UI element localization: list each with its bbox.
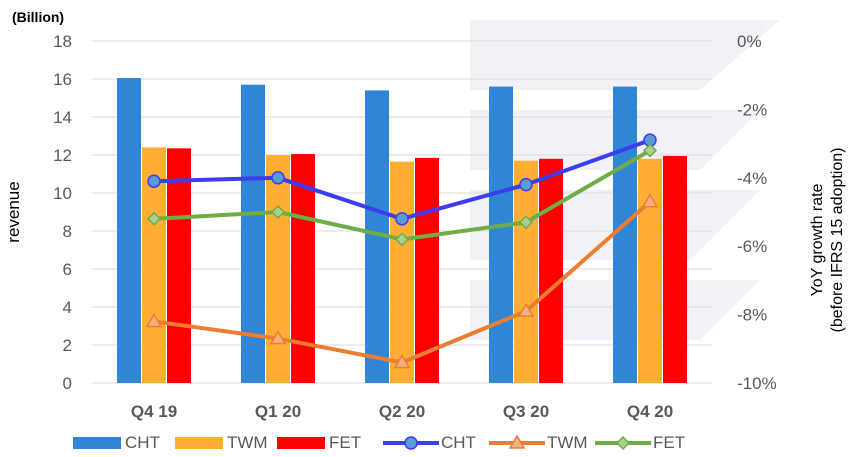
markers [145,133,659,369]
x-tick-label: Q4 19 [131,402,177,421]
y-tick-right: -2% [737,100,767,119]
y-axis-title-right-line1: YoY growth rate [809,183,826,296]
marker-fet [270,204,286,220]
left-axis-ticks: 0 2 4 6 8 10 12 14 16 18 [53,32,72,393]
bar-cht [489,86,513,383]
y-tick-right: 0% [737,32,762,51]
x-axis-ticks: Q4 19 Q1 20 Q2 20 Q3 20 Q4 20 [131,402,673,421]
x-tick-label: Q4 20 [627,402,673,421]
right-axis-ticks: -10% -8% -6% -4% -2% 0% [737,32,777,393]
unit-label: (Billion) [12,9,64,25]
y-tick-left: 16 [53,70,72,89]
legend-label: CHT [125,433,160,452]
legend-swatch-bar-cht [73,437,121,449]
y-tick-left: 12 [53,146,72,165]
bar-twm [390,161,414,383]
marker-fet [615,435,631,451]
marker-twm [508,434,526,449]
bar-twm [266,155,290,383]
bar-fet [539,158,563,383]
legend-swatch-bar-twm [175,437,223,449]
y-tick-left: 2 [63,336,72,355]
y-tick-left: 18 [53,32,72,51]
marker-cht [519,177,533,192]
marker-twm [393,353,411,369]
y-axis-title-right-line2: (before IFRS 15 adoption) [829,148,846,333]
marker-cht [395,212,409,226]
marker-cht [147,174,161,188]
marker-fet [518,215,534,230]
x-tick-label: Q1 20 [255,402,301,421]
marker-cht [271,171,285,185]
y-tick-left: 10 [53,184,72,203]
legend-label: FET [653,433,685,452]
y-axis-title-left: revenue [4,181,23,242]
y-tick-right: -4% [737,169,767,188]
bar-twm [514,160,538,383]
marker-cht [404,436,418,450]
y-tick-left: 4 [63,298,72,317]
marker-twm [641,193,659,208]
legend-label: CHT [441,433,476,452]
bar-cht [613,86,637,383]
legend-label: TWM [227,433,268,452]
bar-cht [117,78,141,384]
bar-twm [638,158,662,383]
bar-fet [167,148,191,383]
y-tick-left: 14 [53,108,72,127]
marker-twm [145,312,163,328]
x-tick-label: Q2 20 [379,402,425,421]
legend: CHT TWM FET CHT TWM FET [73,433,685,452]
y-tick-left: 0 [63,374,72,393]
x-tick-label: Q3 20 [503,402,549,421]
bar-fet [415,157,439,383]
marker-fet [146,211,162,226]
y-tick-left: 6 [63,260,72,279]
y-tick-right: -10% [737,374,777,393]
marker-fet [642,143,658,158]
legend-label: FET [329,433,361,452]
y-tick-right: -8% [737,306,767,325]
marker-twm [269,330,287,345]
marker-fet [394,232,410,247]
marker-twm [517,302,535,317]
y-tick-left: 8 [63,222,72,241]
legend-swatch-bar-fet [277,437,325,449]
legend-label: TWM [547,433,588,452]
bars [117,78,687,384]
bar-fet [663,155,687,383]
y-tick-right: -6% [737,237,767,256]
